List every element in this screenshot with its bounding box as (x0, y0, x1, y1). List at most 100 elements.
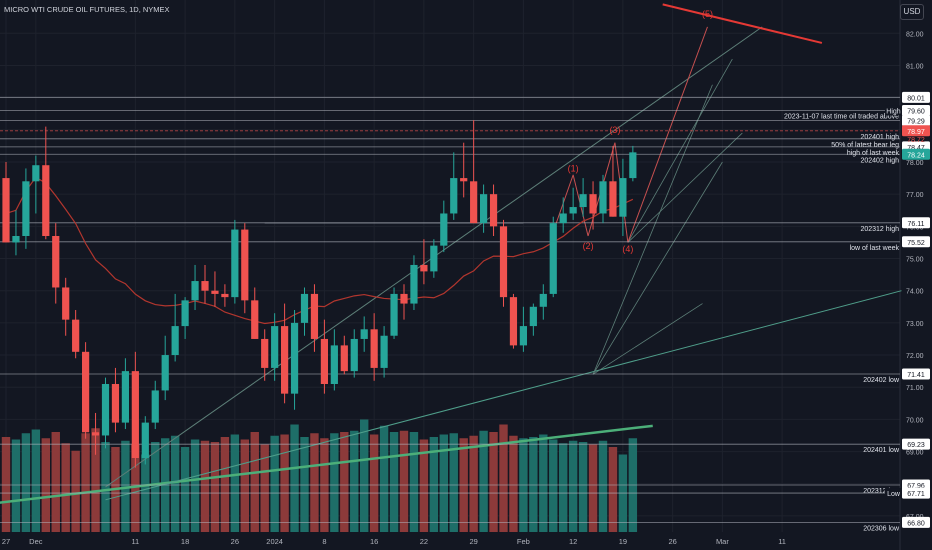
wave-label: (3) (609, 125, 620, 135)
price-tag: 66.80 (907, 520, 925, 527)
currency-button[interactable]: USD (900, 4, 924, 20)
volume-bar (260, 444, 269, 532)
price-tag: 76.11 (908, 221, 925, 228)
fan-line-4 (627, 132, 743, 243)
volume-bar (200, 440, 210, 532)
symbol-title: MICRO WTI CRUDE OIL FUTURES, 1D, NYMEX (4, 5, 170, 14)
volume-bar (379, 425, 389, 532)
price-tag-bg (902, 125, 930, 137)
candle-body (72, 319, 80, 352)
price-tick-label: 75.00 (906, 257, 924, 264)
candle-body (539, 293, 547, 307)
volume-bar (369, 434, 379, 532)
price-tag-bg (902, 105, 930, 117)
volume-bar (409, 432, 419, 532)
level-label: 202401 low (863, 447, 900, 454)
time-tick-label: Feb (517, 537, 530, 546)
candle-body (499, 226, 508, 298)
candle-body (390, 293, 398, 336)
candle-body (32, 165, 40, 182)
volume-bar (170, 435, 180, 532)
time-tick-label: 27 (2, 537, 10, 546)
level-label: 202312 low (863, 488, 900, 495)
volume-bar (220, 437, 230, 532)
candle-body (22, 181, 30, 236)
candle-body (450, 178, 458, 214)
time-tick-label: Dec (29, 537, 43, 546)
volume-bar (61, 443, 70, 532)
volume-bar (11, 439, 21, 532)
candle-body (410, 264, 418, 304)
volume-bar (210, 442, 220, 532)
price-tag: 71.41 (907, 372, 925, 379)
price-tag-bg (902, 516, 930, 528)
candle-body (470, 181, 478, 224)
volume-bar (399, 430, 409, 532)
time-tick-label: 29 (469, 537, 477, 546)
candle-body (271, 326, 279, 368)
price-tag-bg (902, 368, 930, 380)
price-tag: 75.52 (907, 240, 925, 247)
level-label: 202401 high (860, 134, 899, 141)
volume-bar (559, 443, 568, 532)
volume-bar (250, 432, 259, 532)
price-tag-bg (902, 91, 930, 103)
ma-line (5, 176, 634, 325)
candle-body (380, 335, 388, 368)
fan-line-3 (592, 84, 713, 375)
candle-body (519, 326, 527, 346)
candle-body (181, 300, 189, 327)
time-tick-label: 18 (181, 537, 189, 546)
volume-bar (529, 437, 538, 532)
volume-bar (1, 437, 11, 532)
price-tag-bg (902, 236, 930, 248)
candle-body (370, 329, 378, 368)
price-tick-label: 74.00 (906, 289, 924, 296)
volume-bar (340, 432, 349, 532)
long-term-trendline (0, 424, 653, 504)
volume-bar (330, 433, 339, 532)
horizontal-levels: 2023-11-07 last time oil traded above 202… (0, 96, 900, 532)
candle-body (82, 351, 90, 433)
candle-body (2, 178, 10, 243)
candle-body (231, 229, 239, 298)
price-tag: 69.23 (907, 442, 925, 449)
volume-bar (578, 442, 588, 532)
high-low-badge-bg (885, 488, 902, 499)
candle-body (569, 207, 577, 214)
candle-body (310, 293, 319, 339)
volume-bar (439, 434, 448, 532)
candle-body (360, 329, 368, 339)
price-tag: 79.60 (907, 109, 925, 116)
time-tick-label: Mar (716, 537, 729, 546)
volume-bar (101, 442, 110, 532)
volume-bar (539, 434, 548, 532)
candle-body (579, 194, 587, 208)
candle-body (171, 326, 179, 356)
price-tick-label: 73.00 (906, 321, 924, 328)
volume-bar (598, 440, 608, 532)
wave-segment (627, 26, 708, 243)
volume-bar (469, 435, 478, 532)
volume-bar (230, 434, 240, 532)
candle-body (440, 213, 448, 246)
price-tick-label: 81.00 (906, 63, 924, 70)
candle-body (151, 390, 159, 423)
lower-channel-line (105, 290, 902, 501)
volume-bar (21, 433, 31, 532)
candle-body (281, 326, 289, 394)
volume-bar (51, 432, 60, 532)
volume-bar (360, 419, 369, 532)
time-axis[interactable]: 27 Dec 11 18 26 2024 8 16 22 29 Feb 12 19 26 Mar 11 (2, 537, 786, 546)
candle-body (161, 355, 169, 391)
candle-body (589, 194, 597, 214)
candle-body (480, 194, 488, 224)
candle-body (609, 181, 617, 217)
candle-body (91, 432, 100, 436)
volume-bar (31, 429, 41, 532)
candle-body (320, 338, 328, 384)
volume-bar (280, 434, 289, 532)
volume-bar (608, 447, 618, 532)
price-tick-label: 71.00 (906, 385, 924, 392)
